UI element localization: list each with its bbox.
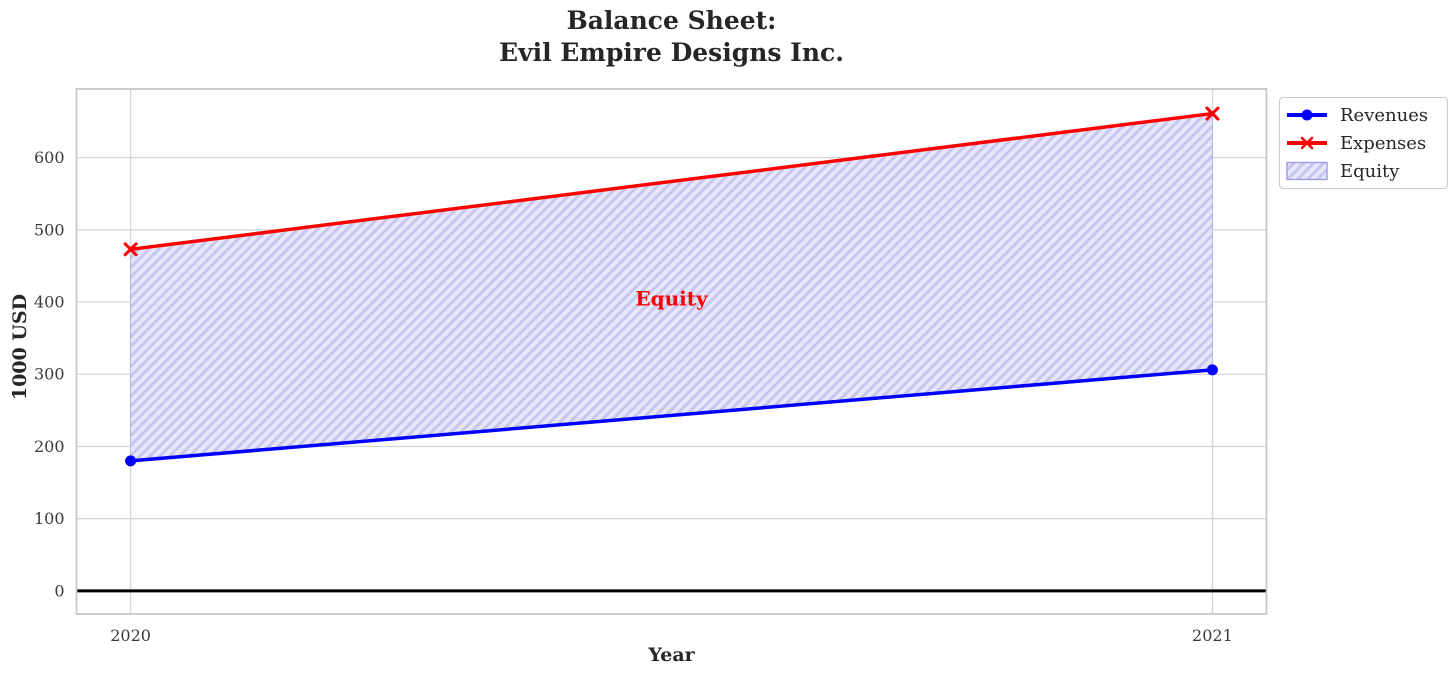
- x-axis-label: Year: [648, 644, 695, 666]
- expenses-marker: [1205, 106, 1220, 121]
- expenses-legend-marker: [1300, 136, 1314, 150]
- legend-label-expenses: Expenses: [1340, 132, 1427, 154]
- revenues-marker: [125, 455, 137, 467]
- equity-annotation: Equity: [635, 286, 709, 310]
- legend-item-expenses: Expenses: [1285, 129, 1439, 157]
- y-tick-label: 600: [34, 148, 65, 167]
- equity-legend-patch: [1286, 161, 1328, 181]
- y-tick-label: 500: [34, 220, 65, 239]
- x-tick-label: 2020: [110, 626, 151, 645]
- y-tick-label: 200: [34, 437, 65, 456]
- y-tick-label: 0: [54, 581, 64, 600]
- revenues-marker: [1206, 364, 1218, 376]
- chart-title: Balance Sheet: Evil Empire Designs Inc.: [499, 6, 844, 67]
- y-tick-label: 400: [34, 293, 65, 312]
- legend-label-revenues: Revenues: [1340, 104, 1429, 126]
- legend-label-equity: Equity: [1340, 160, 1400, 182]
- y-tick-label: 300: [34, 365, 65, 384]
- expenses-marker: [123, 242, 138, 257]
- legend-item-revenues: Revenues: [1285, 101, 1439, 129]
- plot-border: [75, 88, 1268, 615]
- revenues-legend-marker: [1301, 109, 1313, 121]
- y-tick-label: 100: [34, 509, 65, 528]
- revenues-line: [128, 368, 1215, 463]
- legend: Revenues Expenses Equity: [1279, 97, 1448, 189]
- equity-patch-icon: [1286, 161, 1328, 181]
- revenues-line-icon: [1287, 109, 1327, 121]
- y-axis-label: 1000 USD: [9, 293, 31, 401]
- x-tick-label: 2021: [1192, 626, 1233, 645]
- legend-item-equity: Equity: [1285, 157, 1439, 185]
- expenses-line-icon: [1287, 136, 1327, 150]
- expenses-line: [128, 111, 1215, 252]
